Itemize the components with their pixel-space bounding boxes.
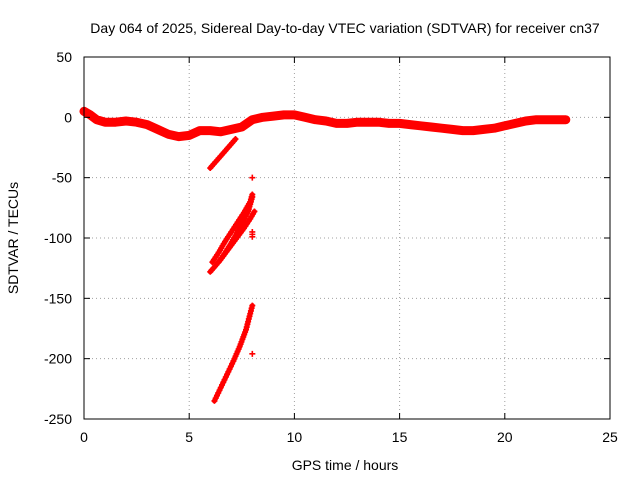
x-tick-label: 5 bbox=[185, 429, 193, 445]
y-tick-label: -150 bbox=[44, 290, 72, 306]
plot-frame bbox=[84, 57, 610, 419]
x-tick-label: 15 bbox=[392, 429, 408, 445]
series-arc-3 bbox=[209, 192, 255, 266]
series-arc-1 bbox=[207, 136, 238, 171]
x-tick-label: 20 bbox=[497, 429, 513, 445]
x-tick-label: 0 bbox=[80, 429, 88, 445]
series-main-band bbox=[81, 108, 569, 139]
y-tick-label: 0 bbox=[64, 109, 72, 125]
data-point bbox=[249, 351, 255, 357]
sdtvar-chart: Day 064 of 2025, Sidereal Day-to-day VTE… bbox=[0, 0, 640, 480]
y-tick-label: -100 bbox=[44, 230, 72, 246]
x-tick-label: 25 bbox=[602, 429, 618, 445]
x-tick-label: 10 bbox=[287, 429, 303, 445]
grid-lines bbox=[84, 57, 610, 419]
data-point bbox=[249, 175, 255, 181]
y-tick-label: 50 bbox=[56, 49, 72, 65]
y-axis-label: SDTVAR / TECUs bbox=[5, 182, 21, 294]
x-axis-label: GPS time / hours bbox=[292, 457, 399, 473]
y-tick-label: -200 bbox=[44, 351, 72, 367]
y-tick-label: -50 bbox=[52, 170, 72, 186]
y-tick-label: -250 bbox=[44, 411, 72, 427]
series-line bbox=[84, 111, 566, 136]
series-arc-5 bbox=[211, 303, 255, 404]
chart-title: Day 064 of 2025, Sidereal Day-to-day VTE… bbox=[90, 20, 600, 36]
data-points bbox=[81, 108, 569, 404]
